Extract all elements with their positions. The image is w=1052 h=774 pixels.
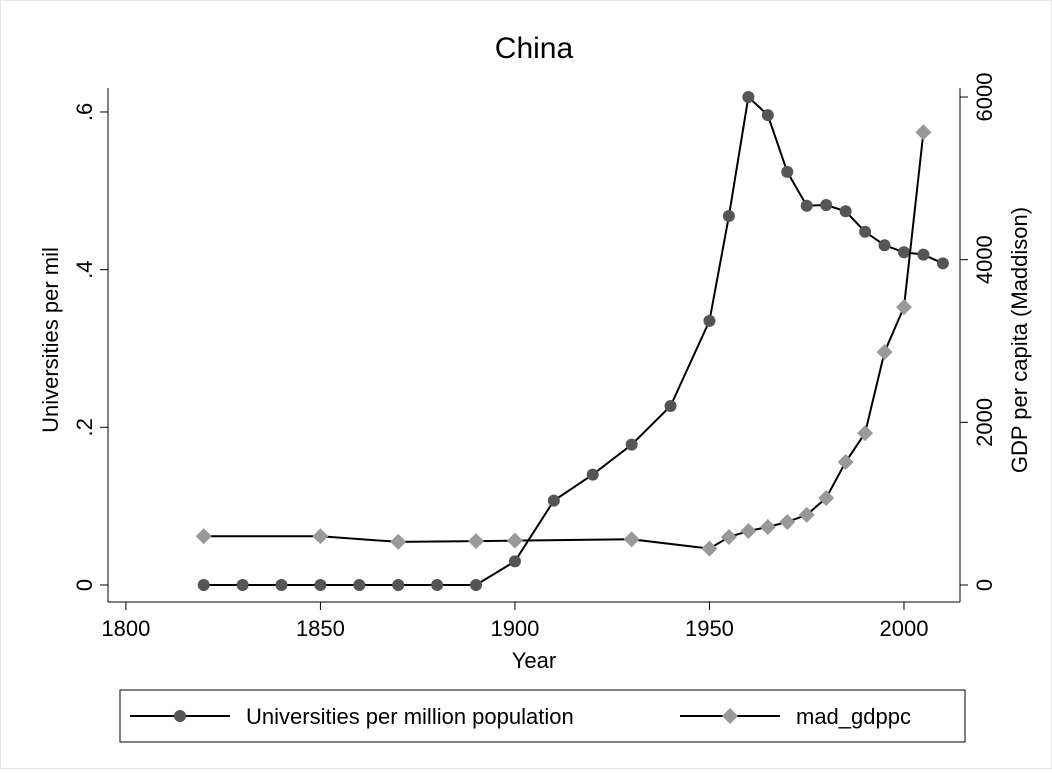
y2-tick-label: 6000 (972, 73, 997, 122)
marker (392, 578, 405, 591)
x-tick-label: 1800 (101, 616, 150, 641)
marker (701, 540, 718, 557)
marker (197, 578, 210, 591)
marker (236, 578, 249, 591)
marker (915, 124, 932, 141)
marker (174, 710, 186, 722)
marker (837, 454, 854, 471)
marker (722, 210, 735, 223)
y-tick-label: .4 (72, 260, 97, 278)
marker (195, 528, 212, 545)
marker (703, 314, 716, 327)
legend-label: mad_gdppc (796, 704, 911, 729)
marker (586, 468, 599, 481)
marker (779, 513, 796, 530)
y2-tick-label: 2000 (972, 398, 997, 447)
marker (742, 90, 755, 103)
marker (857, 425, 874, 442)
marker (859, 225, 872, 238)
y-axis-title: Universities per mil (38, 247, 63, 433)
marker (625, 438, 638, 451)
marker (390, 533, 407, 550)
x-tick-label: 1850 (296, 616, 345, 641)
marker (275, 578, 288, 591)
marker (759, 519, 776, 536)
marker (820, 198, 833, 211)
y2-axis-title: GDP per capita (Maddison) (1007, 207, 1032, 473)
x-tick-label: 2000 (880, 616, 929, 641)
marker (508, 555, 521, 568)
marker (623, 531, 640, 548)
marker (468, 533, 485, 550)
marker (876, 344, 893, 361)
legend-label: Universities per million population (246, 704, 574, 729)
marker (720, 529, 737, 546)
marker (781, 165, 794, 178)
x-tick-label: 1900 (490, 616, 539, 641)
y-tick-label: .2 (72, 418, 97, 436)
chart-title: China (495, 32, 574, 65)
y-tick-label: 0 (72, 579, 97, 591)
marker (506, 532, 523, 549)
marker (740, 522, 757, 539)
legend (119, 689, 966, 743)
marker (839, 205, 852, 218)
marker (800, 199, 813, 212)
marker (897, 246, 910, 259)
marker (353, 578, 366, 591)
marker (431, 578, 444, 591)
y2-tick-label: 4000 (972, 235, 997, 284)
marker (761, 109, 774, 122)
marker (936, 257, 949, 270)
marker (547, 494, 560, 507)
y2-tick-label: 0 (972, 579, 997, 591)
marker (470, 578, 483, 591)
marker (878, 239, 891, 252)
marker (798, 506, 815, 523)
marker (818, 489, 835, 506)
marker (312, 528, 329, 545)
marker (895, 299, 912, 316)
marker (722, 708, 738, 724)
x-axis-title: Year (512, 648, 556, 673)
series-line (203, 132, 925, 550)
y-tick-label: .6 (72, 103, 97, 121)
marker (664, 400, 677, 413)
marker (314, 578, 327, 591)
x-tick-label: 1950 (685, 616, 734, 641)
marker (917, 248, 930, 261)
